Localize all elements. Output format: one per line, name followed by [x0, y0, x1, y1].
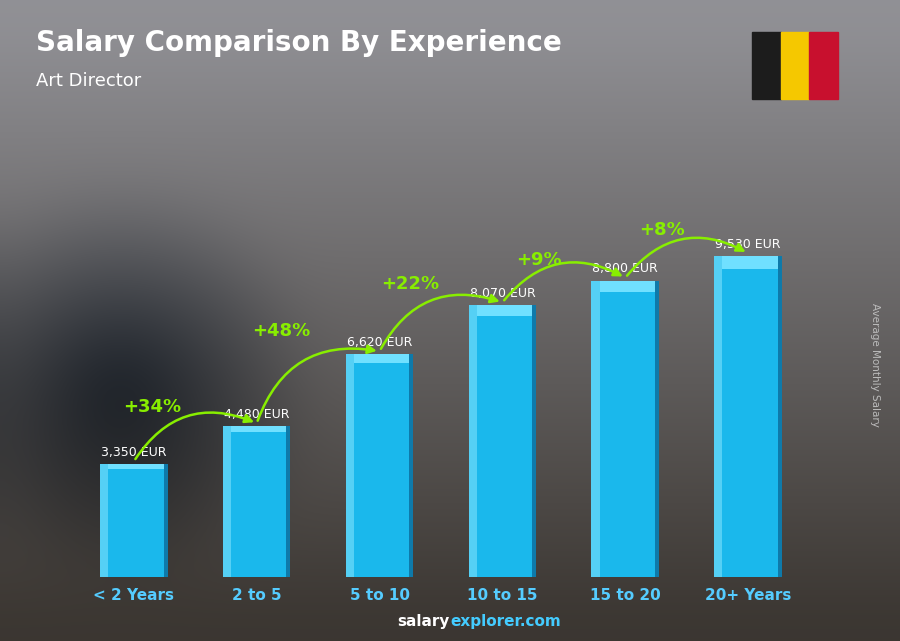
Bar [100, 464, 108, 577]
Text: +22%: +22% [382, 276, 439, 294]
Bar [164, 464, 167, 577]
Text: 8,800 EUR: 8,800 EUR [592, 262, 658, 276]
Bar [469, 305, 477, 577]
Text: Art Director: Art Director [36, 72, 141, 90]
Bar [223, 426, 231, 577]
Text: 3,350 EUR: 3,350 EUR [101, 446, 166, 459]
Bar [346, 354, 354, 577]
Text: explorer.com: explorer.com [450, 615, 561, 629]
Bar [655, 281, 659, 577]
Bar [752, 32, 781, 99]
Bar [346, 354, 413, 577]
Bar [223, 426, 291, 432]
Bar [591, 281, 659, 292]
Bar [591, 281, 599, 577]
Text: Average Monthly Salary: Average Monthly Salary [869, 303, 880, 428]
Bar [469, 305, 536, 316]
Bar [286, 426, 291, 577]
Bar [532, 305, 536, 577]
Text: 6,620 EUR: 6,620 EUR [346, 336, 412, 349]
Text: +8%: +8% [639, 221, 685, 239]
Bar [781, 32, 809, 99]
Bar [715, 256, 782, 269]
Bar [410, 354, 413, 577]
Text: 9,530 EUR: 9,530 EUR [716, 238, 781, 251]
Text: Salary Comparison By Experience: Salary Comparison By Experience [36, 29, 562, 57]
Bar [223, 426, 291, 577]
Bar [591, 281, 659, 577]
Text: +34%: +34% [123, 398, 181, 416]
Bar [100, 464, 167, 577]
Text: +9%: +9% [517, 251, 562, 269]
Bar [778, 256, 782, 577]
Text: 8,070 EUR: 8,070 EUR [470, 287, 536, 300]
Bar [809, 32, 838, 99]
Bar [100, 464, 167, 469]
Bar [346, 354, 413, 363]
Text: +48%: +48% [252, 322, 310, 340]
Bar [715, 256, 723, 577]
Bar [715, 256, 782, 577]
Text: 4,480 EUR: 4,480 EUR [224, 408, 290, 421]
Text: salary: salary [398, 615, 450, 629]
Bar [469, 305, 536, 577]
